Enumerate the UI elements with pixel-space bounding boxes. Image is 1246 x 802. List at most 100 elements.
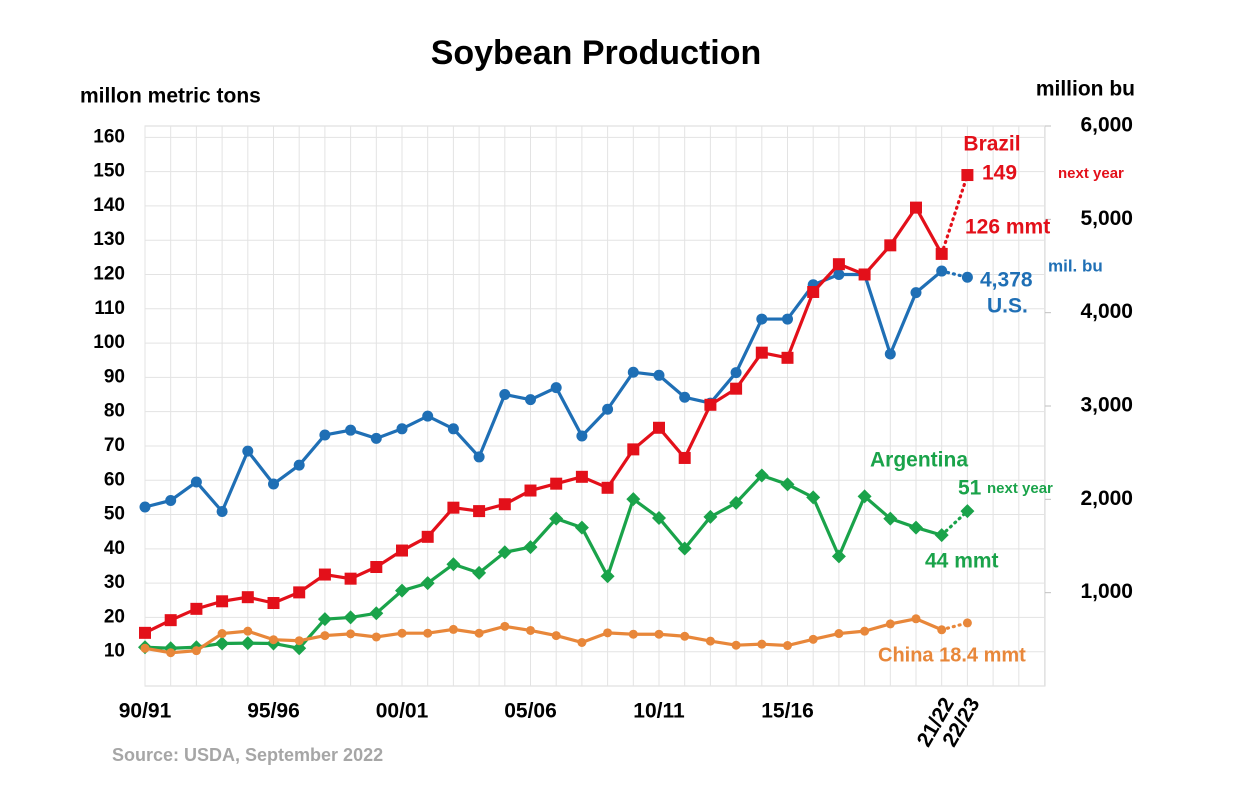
point: [884, 348, 896, 360]
point: [447, 423, 459, 435]
point: [807, 285, 820, 298]
point: [756, 313, 768, 325]
point: [241, 591, 254, 604]
point: [448, 624, 458, 634]
point: [934, 528, 949, 543]
point: [267, 597, 280, 610]
y2-tick-label: 4,000: [1080, 300, 1133, 323]
point: [190, 602, 203, 615]
point: [831, 549, 846, 564]
point: [498, 498, 511, 511]
point: [344, 572, 357, 585]
annotation: Brazil: [963, 133, 1020, 156]
point: [473, 505, 486, 518]
point: [293, 586, 306, 599]
y-tick-label: 10: [104, 641, 125, 662]
point: [343, 610, 358, 625]
point: [217, 629, 227, 639]
y-tick-label: 50: [104, 504, 125, 525]
point: [345, 424, 357, 436]
point: [910, 287, 922, 299]
annotation: 51: [958, 477, 982, 500]
point: [730, 367, 742, 379]
point: [369, 606, 384, 621]
point: [808, 634, 818, 644]
point: [140, 643, 150, 653]
point: [883, 511, 898, 526]
point: [653, 421, 665, 434]
point: [911, 614, 921, 624]
point: [395, 583, 409, 598]
point: [396, 544, 408, 557]
point: [680, 631, 690, 641]
annotation: 4,378: [980, 269, 1033, 292]
y-tick-label: 80: [104, 401, 125, 422]
point: [551, 631, 561, 641]
point: [317, 612, 332, 627]
point: [577, 637, 587, 647]
point: [678, 451, 691, 464]
annotation: 126 mmt: [965, 216, 1050, 239]
point: [652, 510, 666, 525]
point: [497, 545, 512, 560]
y-tick-label: 160: [93, 126, 125, 147]
point: [550, 477, 563, 490]
point: [960, 504, 975, 519]
annotation: Argentina: [870, 449, 968, 472]
point: [600, 569, 615, 584]
point: [754, 468, 769, 483]
point: [910, 201, 922, 214]
point: [780, 477, 795, 492]
point: [885, 619, 895, 629]
point: [549, 511, 564, 526]
y-tick-label: 30: [104, 572, 125, 593]
point: [268, 478, 279, 490]
point: [601, 481, 614, 494]
point: [190, 476, 202, 488]
annotation: 149: [982, 162, 1017, 185]
point: [371, 632, 381, 642]
annotation: 44 mmt: [925, 550, 999, 573]
point: [500, 621, 510, 631]
point: [704, 398, 717, 411]
chart-title: Soybean Production: [431, 34, 762, 72]
point: [962, 618, 972, 628]
point: [781, 351, 794, 364]
point: [397, 628, 407, 638]
point: [806, 490, 821, 505]
point: [524, 484, 537, 497]
series-line: [144, 204, 944, 635]
point: [550, 382, 562, 394]
point: [936, 265, 948, 277]
point: [523, 540, 538, 555]
y-tick-label: 130: [93, 229, 125, 250]
y-tick-label: 60: [104, 469, 125, 490]
point: [884, 239, 897, 252]
x-tick-label: 15/16: [761, 700, 814, 723]
y-tick-label: 150: [93, 161, 125, 182]
point: [729, 495, 744, 510]
point: [242, 445, 254, 457]
y2-tick-label: 3,000: [1080, 394, 1133, 417]
y-tick-label: 70: [104, 435, 125, 456]
point: [421, 530, 434, 543]
point: [832, 258, 845, 271]
point: [139, 501, 151, 513]
y-tick-label: 120: [93, 264, 125, 285]
point: [292, 641, 307, 656]
point: [575, 470, 588, 483]
y-tick-label: 110: [94, 298, 125, 319]
point: [166, 648, 176, 658]
x-tick-label: 00/01: [376, 700, 429, 723]
point: [346, 629, 356, 639]
point: [782, 313, 793, 325]
y-tick-label: 20: [104, 606, 125, 627]
point: [499, 389, 511, 401]
y2-tick-label: 6,000: [1080, 114, 1133, 137]
point: [654, 629, 664, 639]
point: [165, 494, 177, 506]
series-line: [144, 617, 943, 655]
point: [626, 492, 641, 507]
point: [370, 432, 382, 444]
point: [370, 561, 383, 574]
